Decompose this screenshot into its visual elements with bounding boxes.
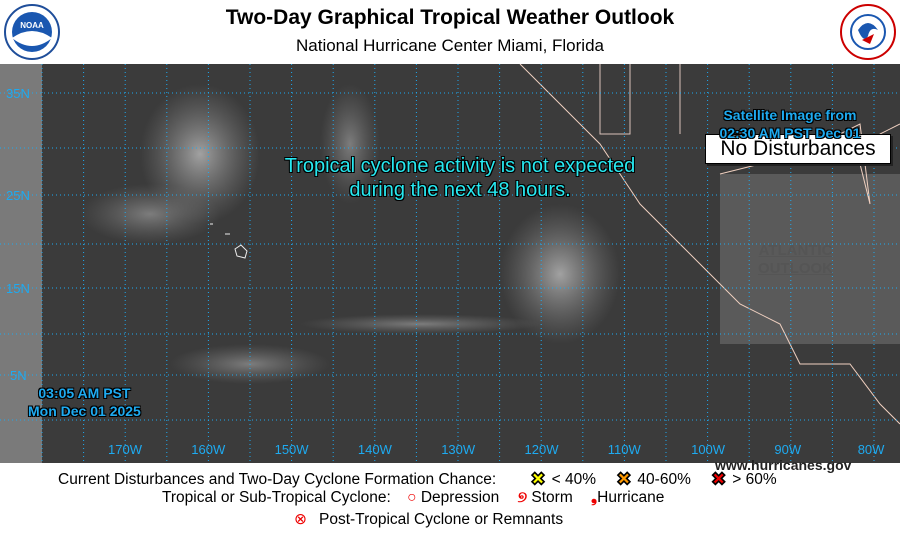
legend-cyclone-row: Tropical or Sub-Tropical Cyclone: ○ Depr…	[162, 489, 664, 507]
hurricane-label: Hurricane	[597, 489, 665, 506]
high-chance-label: > 60%	[732, 471, 777, 488]
yellow-x-icon: ✖	[530, 469, 546, 490]
website-link[interactable]: www.hurricanes.gov	[715, 457, 852, 473]
satellite-imagery	[0, 64, 900, 463]
page-title: Two-Day Graphical Tropical Weather Outlo…	[225, 6, 675, 29]
lon-label: 110W	[607, 442, 641, 457]
depression-icon: ○	[407, 489, 417, 506]
lon-label: 140W	[357, 442, 392, 457]
lat-label: 25N	[6, 188, 30, 203]
lon-label: 120W	[524, 442, 559, 457]
svg-text:NOAA: NOAA	[20, 21, 44, 30]
lon-label: 100W	[691, 442, 726, 457]
lon-label: 160W	[191, 442, 226, 457]
red-x-icon: ✖	[711, 469, 727, 490]
lon-label: 80W	[857, 442, 885, 457]
message-line2: during the next 48 hours.	[349, 179, 571, 201]
orange-x-icon: ✖	[616, 469, 632, 490]
lon-label: 170W	[108, 442, 142, 457]
storm-icon: ୭	[517, 489, 528, 506]
satellite-line1: Satellite Image from	[723, 107, 857, 123]
lat-label: 15N	[6, 281, 30, 296]
status-box: No Disturbances	[705, 134, 891, 164]
cyclone-label: Tropical or Sub-Tropical Cyclone:	[162, 489, 391, 506]
lat-label: 35N	[6, 86, 30, 101]
storm-label: Storm	[531, 489, 573, 506]
page-subtitle: National Hurricane Center Miami, Florida	[295, 36, 604, 55]
medium-chance-label: 40-60%	[637, 471, 691, 488]
lon-label: 90W	[774, 442, 802, 457]
nws-logo[interactable]	[840, 4, 896, 60]
legend-post-tropical-row: ⊗ Post-Tropical Cyclone or Remnants	[294, 510, 563, 529]
atlantic-outlook-link[interactable]: ATLANTIC OUTLOOK	[758, 242, 833, 278]
depression-label: Depression	[420, 489, 500, 506]
post-tropical-label: Post-Tropical Cyclone or Remnants	[319, 511, 564, 528]
issued-time: 03:05 AM PST	[38, 385, 131, 401]
post-tropical-icon: ⊗	[294, 511, 307, 528]
outlook-message: Tropical cyclone activity is not expecte…	[200, 154, 720, 202]
satellite-line2: 02:30 AM PST Dec 01	[719, 125, 861, 141]
satellite-timestamp: Satellite Image from 02:30 AM PST Dec 01	[715, 106, 865, 142]
lon-label: 150W	[274, 442, 309, 457]
atlantic-line1[interactable]: ATLANTIC	[758, 242, 833, 259]
disturbances-label: Current Disturbances and Two-Day Cyclone…	[58, 471, 497, 488]
satellite-map[interactable]: 35N 25N 15N 5N 170W 160W 150W 140W 130W 120W 1…	[0, 64, 900, 473]
issued-date: Mon Dec 01 2025	[28, 403, 141, 419]
lat-label: 5N	[10, 368, 27, 383]
noaa-logo[interactable]: NOAA	[4, 4, 60, 60]
low-chance-label: < 40%	[551, 471, 597, 488]
lon-label: 130W	[441, 442, 476, 457]
atlantic-line2[interactable]: OUTLOOK	[758, 260, 833, 277]
legend-disturbances-row: Current Disturbances and Two-Day Cyclone…	[58, 469, 777, 490]
message-line1: Tropical cyclone activity is not expecte…	[284, 155, 636, 177]
hurricane-icon: ❟	[591, 489, 598, 506]
issued-timestamp: 03:05 AM PST Mon Dec 01 2025	[28, 384, 141, 420]
header: NOAA Two-Day Graphical Tropical Weather …	[0, 0, 900, 64]
